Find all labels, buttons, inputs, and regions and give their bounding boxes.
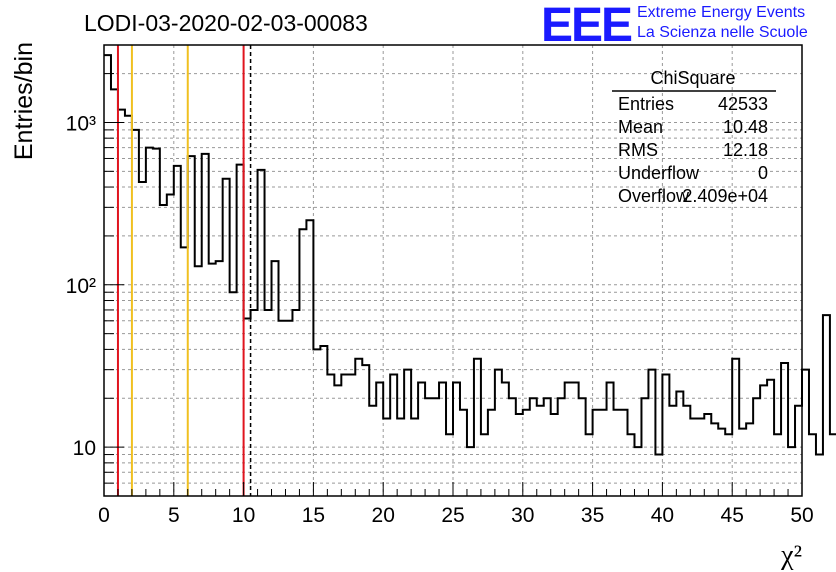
stats-value: 2.409e+04 bbox=[682, 186, 768, 206]
y-axis-label: Entries/bin bbox=[10, 42, 38, 160]
stats-value: 12.18 bbox=[723, 140, 768, 160]
histogram-line bbox=[104, 54, 836, 456]
stats-box: ChiSquare Entries 42533 Mean 10.48 RMS 12.18 Un… bbox=[612, 68, 776, 206]
logo-caption-2: La Scienza nelle Scuole bbox=[637, 24, 808, 41]
stats-value: 10.48 bbox=[723, 117, 768, 137]
x-tick-label: 35 bbox=[581, 504, 604, 527]
x-tick-label: 50 bbox=[790, 504, 813, 527]
stats-label: Entries bbox=[618, 94, 674, 114]
logo-caption-1: Extreme Energy Events bbox=[637, 4, 806, 21]
x-tick-label: 20 bbox=[372, 504, 395, 527]
y-tick-label: 10 bbox=[73, 437, 96, 460]
y-tick-label: 10³ bbox=[66, 112, 96, 135]
stats-value: 0 bbox=[758, 163, 768, 183]
stats-value: 42533 bbox=[718, 94, 768, 114]
x-tick-label: 45 bbox=[721, 504, 744, 527]
axes: 0 5 10 15 20 25 30 35 40 45 50 10 10² 10³ χ² Entries/bi… bbox=[10, 42, 814, 571]
stats-title: ChiSquare bbox=[650, 68, 735, 88]
y-tick-label: 10² bbox=[66, 275, 96, 298]
grid-lines bbox=[103, 44, 803, 497]
stats-label: RMS bbox=[618, 140, 658, 160]
x-tick-label: 25 bbox=[441, 504, 464, 527]
x-tick-label: 0 bbox=[98, 504, 110, 527]
x-tick-label: 10 bbox=[232, 504, 255, 527]
histogram bbox=[104, 54, 836, 456]
x-tick-label: 15 bbox=[302, 504, 325, 527]
stats-label: Mean bbox=[618, 117, 663, 137]
run-title: LODI-03-2020-02-03-00083 bbox=[84, 10, 368, 36]
eee-logo: EEE bbox=[541, 0, 633, 52]
stats-label: Overflow bbox=[618, 186, 690, 206]
x-axis-label: χ² bbox=[780, 540, 802, 571]
x-tick-label: 30 bbox=[511, 504, 534, 527]
x-tick-label: 40 bbox=[651, 504, 674, 527]
stats-label: Underflow bbox=[618, 163, 700, 183]
marker-lines bbox=[116, 45, 252, 496]
x-tick-label: 5 bbox=[168, 504, 180, 527]
